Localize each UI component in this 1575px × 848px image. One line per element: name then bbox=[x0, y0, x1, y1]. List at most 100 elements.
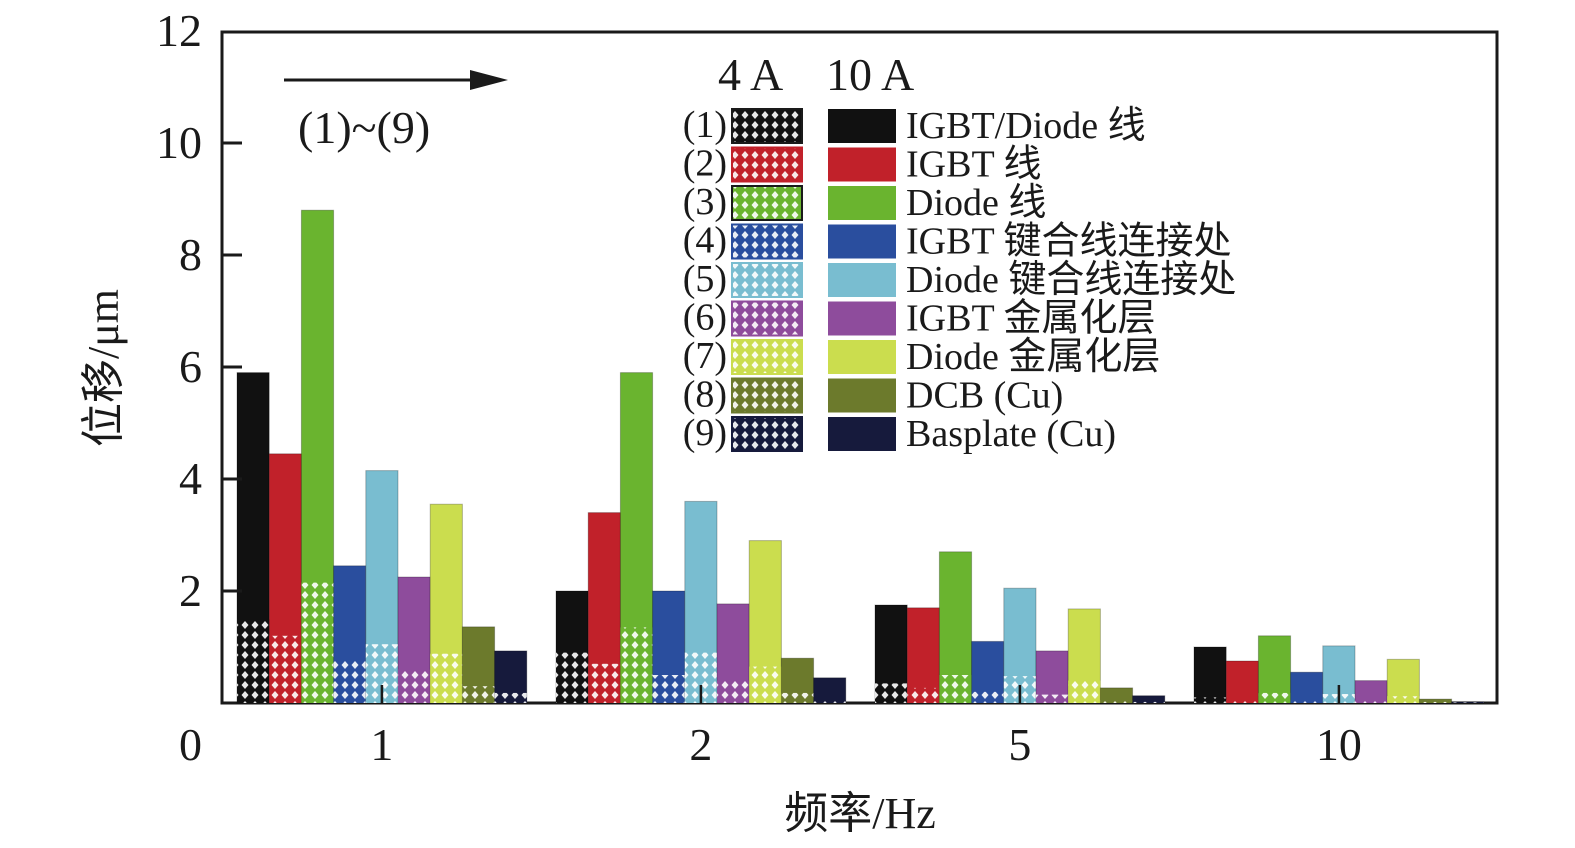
legend-label: IGBT 键合线连接处 bbox=[906, 221, 1231, 263]
bar-4a-series-6 bbox=[1036, 694, 1069, 703]
y-tick-label-8: 8 bbox=[179, 229, 202, 280]
legend-swatch-10a bbox=[828, 186, 896, 220]
y-tick-label-2: 2 bbox=[179, 565, 202, 616]
legend-swatch-4a bbox=[731, 108, 803, 144]
bar-4a-series-7 bbox=[430, 653, 463, 703]
bar-4a-series-2 bbox=[269, 635, 302, 703]
legend-item-3: (3) Diode 线 bbox=[683, 181, 1047, 224]
legend-index: (8) bbox=[683, 374, 727, 416]
legend-swatch-10a bbox=[828, 340, 896, 374]
bar-10a-series-7 bbox=[1386, 658, 1420, 704]
legend-index: (3) bbox=[683, 181, 727, 223]
x-tick-label-5: 5 bbox=[1008, 719, 1031, 770]
order-annotation: (1)~(9) bbox=[284, 70, 508, 153]
legend-item-4: (4) IGBT 键合线连接处 bbox=[683, 220, 1232, 263]
arrow-head-icon bbox=[470, 70, 508, 90]
bar-4a-series-3 bbox=[301, 582, 334, 703]
bar-4a-series-4 bbox=[333, 659, 366, 703]
bar-4a-series-7 bbox=[1387, 696, 1420, 703]
bar-4a-series-1 bbox=[875, 683, 908, 703]
bar-4a-series-4 bbox=[652, 675, 685, 703]
bar-group-1hz bbox=[236, 209, 528, 704]
bar-10a-series-9 bbox=[813, 677, 847, 704]
legend-swatch-10a bbox=[828, 417, 896, 451]
legend-label: Diode 线 bbox=[906, 182, 1046, 224]
bar-4a-series-3 bbox=[620, 627, 653, 703]
bar-10a-series-2 bbox=[1225, 660, 1259, 704]
bar-10a-series-1 bbox=[1193, 646, 1227, 704]
legend-label: IGBT 线 bbox=[906, 144, 1041, 186]
legend-swatch-10a bbox=[828, 263, 896, 297]
bar-group-5hz bbox=[874, 551, 1166, 704]
y-tick-label-0: 0 bbox=[179, 719, 202, 770]
legend-header-4a: 4 A bbox=[718, 49, 783, 100]
bar-4a-series-9 bbox=[494, 692, 527, 703]
legend-swatch-10a bbox=[828, 378, 896, 413]
bar-4a-series-8 bbox=[462, 686, 495, 703]
y-axis-title: 位移/μm bbox=[79, 289, 128, 447]
legend-swatch-10a bbox=[828, 147, 896, 182]
x-tick-label-10: 10 bbox=[1316, 719, 1362, 770]
bar-4a-series-6 bbox=[717, 680, 750, 703]
legend-swatch-4a bbox=[731, 300, 803, 337]
bar-4a-series-4 bbox=[971, 691, 1004, 703]
annotation-label: (1)~(9) bbox=[298, 102, 430, 153]
legend-label: Diode 键合线连接处 bbox=[906, 259, 1236, 301]
bar-10a-series-6 bbox=[1035, 650, 1069, 704]
y-tick-label-4: 4 bbox=[179, 453, 202, 504]
legend-item-7: (7) Diode 金属化层 bbox=[683, 335, 1161, 378]
legend-index: (5) bbox=[683, 258, 727, 300]
bar-4a-series-2 bbox=[907, 687, 940, 703]
bar-4a-series-6 bbox=[1355, 700, 1388, 703]
bar-10a-series-6 bbox=[1354, 680, 1388, 704]
legend-swatch-4a bbox=[731, 262, 803, 298]
bar-4a-series-7 bbox=[1068, 680, 1101, 703]
legend-index: (6) bbox=[683, 297, 727, 339]
legend: 4 A 10 A (1) IGBT/Diode 线 (2) IGBT 线 (3) Diod… bbox=[683, 49, 1237, 455]
bar-4a-series-2 bbox=[1226, 700, 1259, 703]
legend-item-6: (6) IGBT 金属化层 bbox=[683, 297, 1156, 340]
legend-item-9: (9) Basplate (Cu) bbox=[683, 412, 1116, 455]
legend-index: (1) bbox=[683, 104, 727, 146]
legend-swatch-4a bbox=[731, 185, 803, 221]
legend-swatch-10a bbox=[828, 301, 896, 336]
bar-group-2hz bbox=[555, 372, 847, 704]
x-tick-label-2: 2 bbox=[689, 719, 712, 770]
legend-swatch-4a bbox=[731, 377, 803, 414]
bar-4a-series-2 bbox=[588, 663, 621, 703]
legend-item-2: (2) IGBT 线 bbox=[683, 143, 1042, 186]
legend-swatch-4a bbox=[731, 146, 803, 183]
x-axis: 1 2 5 10 bbox=[370, 719, 1362, 770]
bar-4a-series-4 bbox=[1290, 700, 1323, 703]
bars-layer bbox=[236, 209, 1485, 704]
legend-label: Diode 金属化层 bbox=[906, 336, 1160, 378]
bar-4a-series-8 bbox=[1100, 700, 1133, 703]
legend-label: IGBT/Diode 线 bbox=[906, 105, 1146, 147]
bar-4a-series-1 bbox=[1194, 697, 1227, 703]
bar-4a-series-8 bbox=[781, 692, 814, 703]
bar-group-10hz bbox=[1193, 635, 1485, 704]
bar-4a-series-3 bbox=[939, 675, 972, 703]
bar-4a-series-3 bbox=[1258, 692, 1291, 703]
legend-index: (2) bbox=[683, 143, 727, 185]
bar-4a-series-9 bbox=[813, 700, 846, 703]
legend-swatch-4a bbox=[731, 339, 803, 375]
bar-4a-series-1 bbox=[556, 652, 589, 703]
legend-swatch-4a bbox=[731, 416, 803, 452]
bar-4a-series-9 bbox=[1451, 702, 1484, 703]
y-tick-label-10: 10 bbox=[156, 117, 202, 168]
y-axis: 0 2 4 6 8 10 12 bbox=[156, 5, 242, 770]
x-axis-title: 频率/Hz bbox=[784, 789, 936, 838]
bar-10a-series-2 bbox=[906, 607, 940, 704]
legend-swatch-4a bbox=[731, 223, 803, 260]
legend-index: (9) bbox=[683, 412, 727, 454]
bar-4a-series-8 bbox=[1419, 701, 1452, 703]
legend-item-5: (5) Diode 键合线连接处 bbox=[683, 258, 1237, 301]
legend-label: Basplate (Cu) bbox=[906, 413, 1116, 455]
y-tick-label-6: 6 bbox=[179, 341, 202, 392]
legend-label: DCB (Cu) bbox=[906, 375, 1063, 417]
legend-index: (4) bbox=[683, 220, 727, 262]
bar-4a-series-7 bbox=[749, 666, 782, 703]
bar-4a-series-6 bbox=[398, 669, 431, 703]
